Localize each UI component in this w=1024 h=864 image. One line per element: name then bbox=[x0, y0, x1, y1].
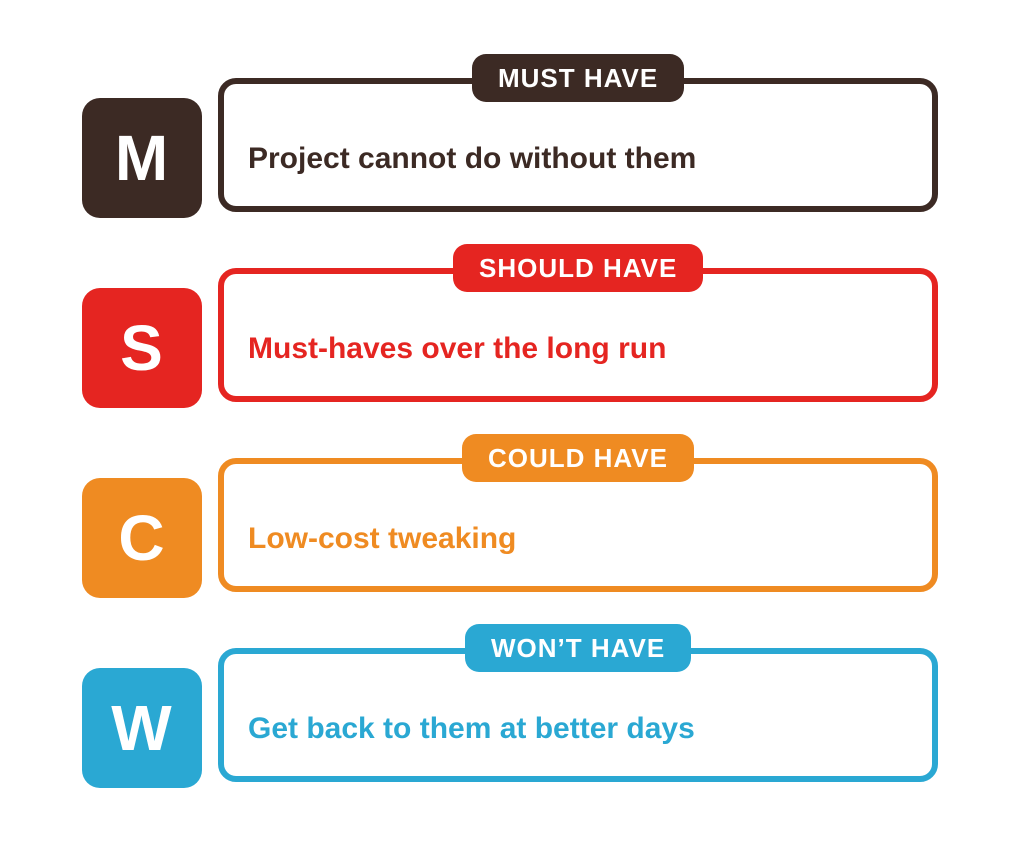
moscow-infographic: M MUST HAVE Project cannot do without th… bbox=[0, 0, 1024, 864]
desc-must-have: Project cannot do without them bbox=[248, 142, 696, 176]
pill-could-have: COULD HAVE bbox=[462, 434, 694, 482]
desc-should-have: Must-haves over the long run bbox=[248, 332, 666, 366]
pill-text-wont-have: WON’T HAVE bbox=[491, 633, 665, 664]
pill-text-should-have: SHOULD HAVE bbox=[479, 253, 677, 284]
pill-must-have: MUST HAVE bbox=[472, 54, 684, 102]
letter-box-c: C bbox=[82, 478, 202, 598]
letter-m: M bbox=[115, 121, 169, 195]
desc-could-have: Low-cost tweaking bbox=[248, 522, 516, 556]
pill-wont-have: WON’T HAVE bbox=[465, 624, 691, 672]
letter-w: W bbox=[111, 691, 172, 765]
letter-box-s: S bbox=[82, 288, 202, 408]
desc-wont-have: Get back to them at better days bbox=[248, 712, 695, 746]
letter-box-m: M bbox=[82, 98, 202, 218]
pill-text-must-have: MUST HAVE bbox=[498, 63, 658, 94]
letter-s: S bbox=[120, 311, 164, 385]
letter-c: C bbox=[118, 501, 165, 575]
pill-text-could-have: COULD HAVE bbox=[488, 443, 668, 474]
letter-box-w: W bbox=[82, 668, 202, 788]
pill-should-have: SHOULD HAVE bbox=[453, 244, 703, 292]
